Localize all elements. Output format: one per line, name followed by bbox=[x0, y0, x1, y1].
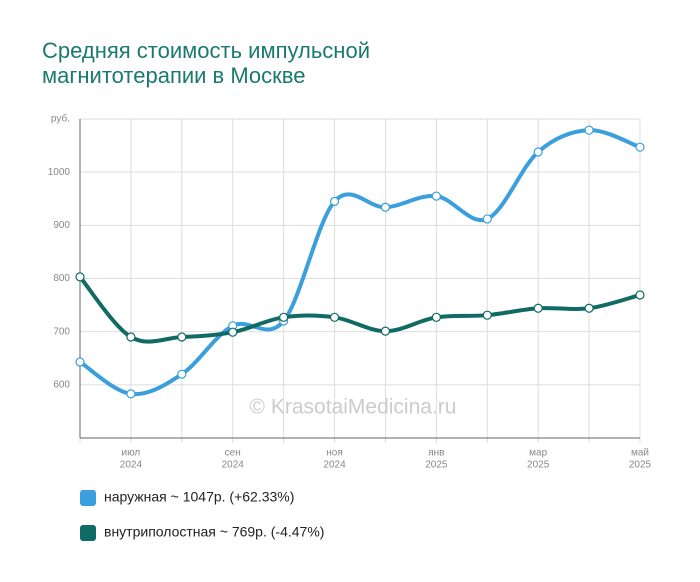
x-tick-label: май bbox=[631, 448, 649, 459]
data-point bbox=[329, 196, 340, 207]
chart-title: магнитотерапии в Москве bbox=[42, 63, 305, 88]
y-tick-label: 900 bbox=[53, 220, 70, 231]
data-point bbox=[635, 290, 645, 300]
x-tick-label: ноя bbox=[326, 448, 343, 459]
legend-swatch bbox=[80, 525, 96, 541]
data-point bbox=[75, 357, 85, 367]
series-line bbox=[78, 128, 641, 397]
data-point bbox=[533, 147, 543, 157]
chart-title: Средняя стоимость импульсной bbox=[42, 38, 370, 63]
data-point bbox=[584, 125, 594, 135]
y-tick-label: 600 bbox=[53, 379, 70, 390]
data-point bbox=[126, 332, 136, 342]
y-tick-label: 1000 bbox=[48, 167, 71, 178]
data-point bbox=[431, 191, 441, 201]
y-tick-label: 700 bbox=[53, 326, 70, 337]
data-point bbox=[177, 369, 187, 379]
y-tick-label: 800 bbox=[53, 273, 70, 284]
data-point bbox=[279, 312, 289, 322]
x-tick-label: 2024 bbox=[323, 460, 346, 471]
data-point bbox=[329, 312, 340, 322]
x-tick-label: 2025 bbox=[527, 460, 550, 471]
x-tick-label: 2024 bbox=[120, 460, 143, 471]
data-point bbox=[584, 303, 594, 313]
data-point bbox=[482, 310, 492, 320]
x-tick-label: июл bbox=[122, 448, 141, 459]
data-point bbox=[431, 312, 441, 322]
x-tick-label: 2025 bbox=[629, 460, 652, 471]
data-point bbox=[126, 389, 136, 399]
data-point bbox=[177, 332, 187, 342]
x-tick-label: сен bbox=[225, 448, 241, 459]
legend-swatch bbox=[80, 490, 96, 506]
data-point bbox=[380, 326, 391, 336]
data-point bbox=[380, 202, 391, 212]
data-point bbox=[482, 214, 492, 224]
legend-label: внутриполостная ~ 769р. (-4.47%) bbox=[104, 524, 324, 540]
data-point bbox=[635, 142, 645, 152]
x-tick-label: 2024 bbox=[222, 460, 245, 471]
data-point bbox=[533, 303, 543, 313]
data-point bbox=[75, 272, 85, 282]
x-tick-label: 2025 bbox=[425, 460, 448, 471]
y-tick-label: руб. bbox=[51, 113, 70, 125]
x-tick-label: мар bbox=[529, 448, 547, 459]
data-point bbox=[228, 327, 238, 337]
legend-label: наружная ~ 1047р. (+62.33%) bbox=[104, 489, 294, 505]
watermark: © KrasotaiMedicina.ru bbox=[250, 396, 457, 419]
x-tick-label: янв bbox=[428, 448, 444, 459]
